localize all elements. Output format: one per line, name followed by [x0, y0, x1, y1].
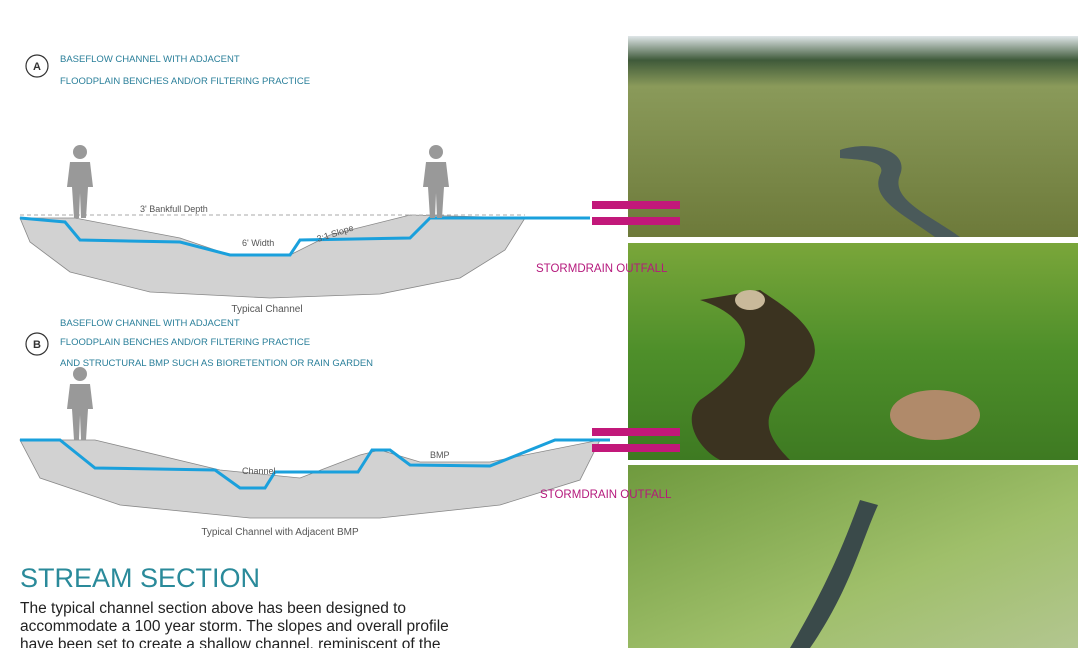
rock	[735, 290, 765, 310]
person	[423, 145, 449, 218]
person	[67, 145, 93, 218]
rock	[890, 390, 980, 440]
depth-label: 3' Bankfull Depth	[140, 204, 208, 214]
bmp-label: BMP	[430, 450, 450, 460]
caption: Typical Channel	[231, 304, 302, 315]
heading: FLOODPLAIN BENCHES AND/OR FILTERING PRAC…	[60, 76, 310, 87]
heading: BASEFLOW CHANNEL WITH ADJACENT	[60, 318, 240, 329]
section-title: STREAM SECTION	[20, 563, 260, 593]
heading: BASEFLOW CHANNEL WITH ADJACENT	[60, 54, 240, 65]
page: A BASEFLOW CHANNEL WITH ADJACENT FLOODPL…	[0, 0, 1086, 648]
body-text: have been set to create a shallow channe…	[20, 636, 440, 648]
outfall-label: STORMDRAIN OUTFALL	[536, 263, 668, 275]
heading: AND STRUCTURAL BMP SUCH AS BIORETENTION …	[60, 358, 373, 369]
body-text: The typical channel section above has be…	[20, 600, 406, 617]
person	[67, 367, 93, 440]
meadow-photo	[628, 36, 1078, 237]
width-label: 6' Width	[242, 238, 274, 248]
caption: Typical Channel with Adjacent BMP	[201, 527, 359, 538]
heading: FLOODPLAIN BENCHES AND/OR FILTERING PRAC…	[60, 337, 310, 348]
outfall-pipe	[592, 428, 680, 436]
channel-section	[20, 440, 600, 518]
outfall-pipe	[592, 217, 680, 225]
outfall-label: STORMDRAIN OUTFALL	[540, 489, 672, 501]
channel-label: Channel	[242, 466, 276, 476]
outfall-pipe	[592, 444, 680, 452]
badge: A	[33, 61, 41, 73]
outfall-pipe	[592, 201, 680, 209]
body-text: accommodate a 100 year storm. The slopes…	[20, 618, 449, 635]
badge: B	[33, 339, 41, 351]
